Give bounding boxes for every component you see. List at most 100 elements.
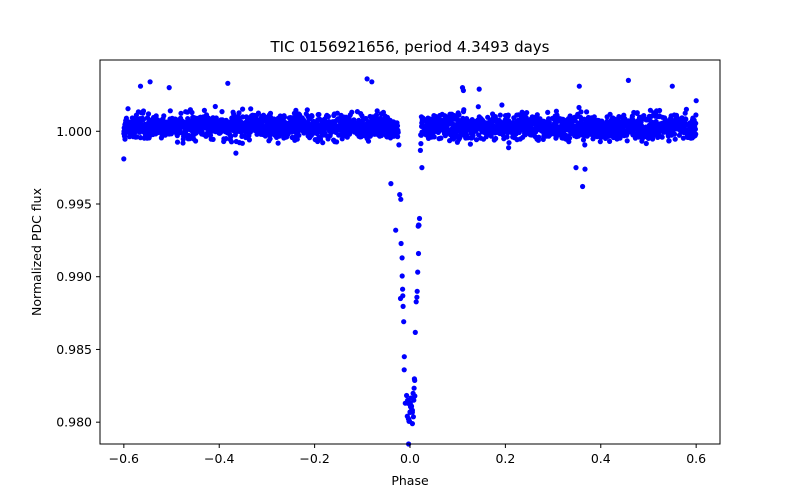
data-point — [416, 215, 423, 222]
data-point — [223, 136, 229, 142]
data-point — [672, 136, 678, 142]
data-point — [409, 421, 415, 427]
data-point — [467, 141, 473, 147]
data-point — [666, 138, 672, 144]
data-point — [657, 107, 663, 114]
data-point — [180, 140, 186, 146]
data-point — [281, 114, 288, 120]
data-point — [457, 134, 463, 140]
data-point — [316, 111, 322, 118]
x-tick-label: 0.0 — [400, 451, 420, 466]
data-point — [228, 134, 234, 140]
y-axis-label: Normalized PDC flux — [29, 188, 44, 316]
data-point — [582, 166, 588, 172]
data-point — [275, 140, 281, 146]
data-point — [140, 117, 146, 123]
chart-title: TIC 0156921656, period 4.3493 days — [269, 38, 549, 56]
x-tick-label: 0.6 — [686, 451, 706, 466]
data-point — [140, 108, 147, 114]
data-point — [553, 108, 560, 114]
data-point — [398, 196, 404, 202]
data-point — [419, 165, 425, 171]
data-point — [408, 403, 415, 409]
data-point — [683, 116, 689, 122]
data-point — [246, 137, 252, 143]
data-point — [236, 114, 242, 120]
data-point — [659, 134, 665, 140]
data-point — [414, 288, 420, 294]
data-point — [193, 138, 199, 144]
data-point — [411, 397, 417, 403]
data-point — [236, 110, 242, 116]
data-point — [309, 113, 315, 119]
data-point — [410, 414, 416, 420]
data-point — [506, 140, 512, 146]
data-point — [395, 134, 401, 140]
data-point — [506, 145, 512, 151]
data-point — [573, 165, 579, 171]
data-point — [125, 106, 131, 112]
data-point — [121, 156, 127, 162]
data-point — [411, 385, 417, 391]
data-point — [167, 108, 173, 114]
data-point — [470, 132, 476, 138]
data-point — [294, 136, 300, 142]
data-point — [325, 113, 331, 120]
data-point — [669, 83, 675, 89]
data-point — [153, 113, 159, 119]
data-point — [578, 109, 584, 115]
data-point — [396, 142, 402, 148]
data-point — [499, 102, 505, 108]
data-point — [476, 86, 482, 92]
data-point — [201, 107, 207, 113]
data-point — [576, 83, 582, 89]
data-point — [412, 393, 418, 399]
data-point — [505, 112, 511, 118]
data-point — [625, 77, 632, 83]
data-point — [394, 123, 401, 129]
x-axis-ticks: −0.6 −0.4 −0.2 0.0 0.2 0.4 0.6 — [109, 444, 706, 466]
x-tick-label: −0.6 — [109, 451, 139, 466]
data-point — [219, 109, 225, 115]
x-tick-label: −0.2 — [299, 451, 329, 466]
x-axis-label: Phase — [391, 473, 429, 488]
data-point — [460, 87, 466, 94]
data-point — [412, 377, 418, 383]
data-point — [365, 138, 372, 144]
data-point — [399, 255, 405, 261]
data-point — [137, 83, 144, 89]
data-point — [580, 183, 586, 190]
data-point — [643, 140, 649, 147]
data-point — [534, 112, 540, 118]
data-point — [364, 76, 370, 82]
data-point — [233, 150, 239, 156]
data-point — [304, 107, 310, 113]
data-point — [404, 392, 410, 399]
data-point — [401, 367, 407, 373]
data-point — [255, 110, 261, 116]
y-tick-label: 0.990 — [56, 269, 92, 284]
x-tick-label: 0.2 — [495, 451, 515, 466]
x-tick-label: −0.4 — [204, 451, 234, 466]
y-tick-label: 0.995 — [56, 197, 92, 212]
data-point — [624, 138, 630, 144]
data-point — [161, 113, 167, 119]
data-point — [607, 138, 613, 144]
data-point — [320, 140, 326, 146]
data-point — [397, 295, 404, 302]
data-point — [418, 141, 424, 147]
data-point — [580, 137, 587, 143]
data-point — [296, 132, 302, 138]
data-point — [293, 107, 299, 113]
data-point — [405, 397, 411, 403]
data-point — [359, 113, 365, 119]
data-point — [397, 192, 403, 198]
data-point — [536, 134, 542, 140]
data-point — [475, 104, 481, 110]
y-tick-label: 1.000 — [56, 124, 92, 139]
data-point — [504, 134, 510, 140]
data-point — [178, 110, 184, 116]
data-point — [680, 135, 687, 141]
data-point — [545, 109, 551, 115]
